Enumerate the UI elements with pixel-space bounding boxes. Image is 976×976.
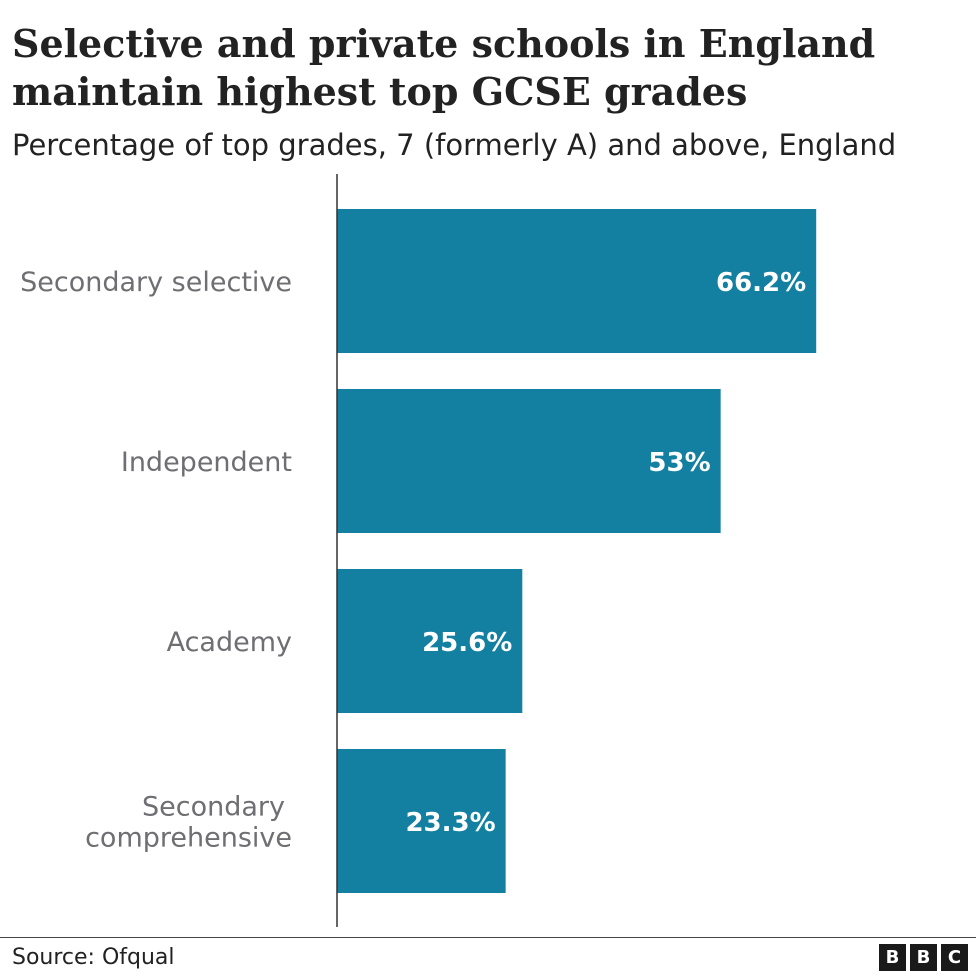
source-note: Source: Ofqual [12,945,175,970]
category-label-line: Independent [121,447,292,478]
bbc-logo-letter: B [879,944,906,971]
chart-subtitle: Percentage of top grades, 7 (formerly A)… [12,128,897,162]
category-label-line: Academy [167,627,292,658]
category-label: Academy [167,627,292,658]
bar-chart: 66.2% Secondary selective 53% Independent 25… [20,174,817,927]
category-label: Secondary selective [20,267,292,298]
bar-value-label: 25.6% [422,628,512,658]
bar-value-label: 66.2% [716,268,806,298]
bbc-logo-letter: B [910,944,937,971]
category-label-line: Secondary [142,792,285,823]
category-label-line: comprehensive [85,823,292,854]
category-label-line: Secondary selective [20,267,292,298]
bar [337,389,721,533]
bar-value-label: 23.3% [405,808,495,838]
bbc-logo-letter: C [941,944,968,971]
bar [337,209,817,353]
category-label: Independent [121,447,292,478]
bar [337,569,523,713]
chart-title: Selective and private schools in England… [12,21,876,114]
bar [337,749,506,893]
category-label: Secondary comprehensive [85,792,292,854]
footer-divider [0,937,976,938]
bar-value-label: 53% [648,448,710,478]
bbc-logo: B B C [879,944,968,971]
